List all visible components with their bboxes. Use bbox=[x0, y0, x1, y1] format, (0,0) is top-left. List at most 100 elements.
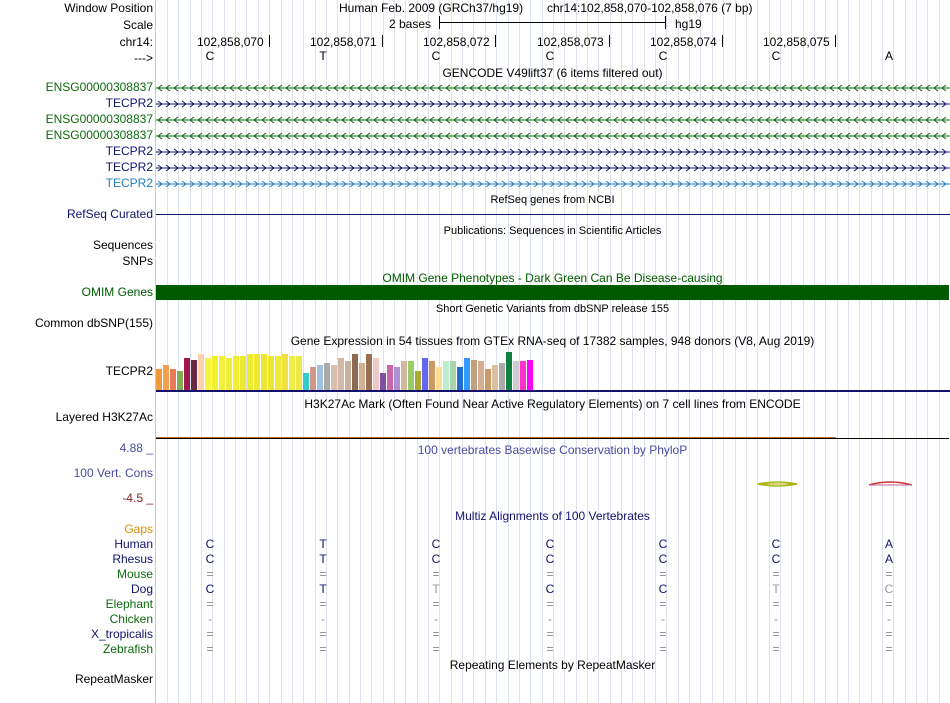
repeatmasker-label[interactable]: RepeatMasker bbox=[74, 672, 153, 686]
gencode-transcript[interactable] bbox=[156, 148, 950, 156]
gtex-tissue-bar[interactable] bbox=[352, 354, 358, 390]
gtex-bar-chart[interactable] bbox=[156, 350, 950, 392]
gtex-tissue-bar[interactable] bbox=[184, 358, 190, 390]
gtex-tissue-bar[interactable] bbox=[324, 363, 330, 390]
gtex-tissue-bar[interactable] bbox=[394, 367, 400, 390]
gtex-tissue-bar[interactable] bbox=[170, 369, 176, 390]
gtex-tissue-bar[interactable] bbox=[212, 356, 218, 390]
gtex-tissue-bar[interactable] bbox=[338, 358, 344, 390]
ruler-tick-label: 102,858,072 bbox=[423, 35, 490, 49]
gencode-track[interactable] bbox=[156, 80, 950, 190]
gtex-tissue-bar[interactable] bbox=[163, 365, 169, 390]
gtex-tissue-bar[interactable] bbox=[191, 360, 197, 390]
cons-label[interactable]: 100 Vert. Cons bbox=[73, 466, 153, 480]
omim-gene-bar[interactable] bbox=[156, 285, 949, 300]
gencode-item-label[interactable]: ENSG00000308837 bbox=[45, 80, 153, 94]
gtex-tissue-bar[interactable] bbox=[219, 356, 225, 390]
gridline bbox=[735, 0, 736, 703]
gencode-transcript[interactable] bbox=[156, 100, 950, 108]
gencode-item-label[interactable]: TECPR2 bbox=[105, 144, 153, 158]
gencode-transcript[interactable] bbox=[156, 180, 950, 188]
gtex-tissue-bar[interactable] bbox=[240, 356, 246, 390]
h3k27ac-label[interactable]: Layered H3K27Ac bbox=[55, 410, 153, 424]
gtex-tissue-bar[interactable] bbox=[359, 363, 365, 390]
gtex-tissue-bar[interactable] bbox=[506, 352, 512, 390]
gtex-tissue-bar[interactable] bbox=[373, 358, 379, 390]
alignment-base: = bbox=[206, 627, 214, 641]
gencode-item-label[interactable]: ENSG00000308837 bbox=[45, 128, 153, 142]
gencode-transcript[interactable] bbox=[156, 132, 950, 140]
alignment-base: C bbox=[431, 537, 441, 551]
gencode-item-label[interactable]: TECPR2 bbox=[105, 176, 153, 190]
alignment-base: = bbox=[772, 567, 780, 581]
gridline bbox=[871, 0, 872, 703]
snps-label[interactable]: SNPs bbox=[122, 254, 153, 268]
gencode-item-label[interactable]: TECPR2 bbox=[105, 96, 153, 110]
gtex-tissue-bar[interactable] bbox=[520, 361, 526, 390]
refseq-gene-line[interactable] bbox=[156, 214, 950, 215]
cons-max-label: 4.88 _ bbox=[119, 441, 153, 455]
gridline bbox=[837, 0, 838, 703]
gtex-tissue-bar[interactable] bbox=[380, 373, 386, 390]
omim-label[interactable]: OMIM Genes bbox=[81, 285, 153, 299]
gtex-tissue-bar[interactable] bbox=[310, 367, 316, 390]
gtex-tissue-bar[interactable] bbox=[233, 356, 239, 390]
gtex-tissue-bar[interactable] bbox=[317, 365, 323, 390]
gencode-item-label[interactable]: ENSG00000308837 bbox=[45, 112, 153, 126]
gtex-tissue-bar[interactable] bbox=[303, 373, 309, 390]
gridline bbox=[803, 0, 804, 703]
alignment-base: T bbox=[319, 582, 327, 596]
gtex-tissue-bar[interactable] bbox=[499, 363, 505, 390]
gtex-tissue-bar[interactable] bbox=[296, 356, 302, 390]
ruler-tick-label: 102,858,071 bbox=[310, 35, 377, 49]
gencode-transcript[interactable] bbox=[156, 84, 950, 92]
gencode-transcript[interactable] bbox=[156, 116, 950, 124]
gtex-tissue-bar[interactable] bbox=[268, 356, 274, 390]
alignment-base: T bbox=[319, 537, 327, 551]
gtex-tissue-bar[interactable] bbox=[408, 361, 414, 390]
gridline bbox=[224, 0, 225, 703]
gtex-tissue-bar[interactable] bbox=[443, 361, 449, 390]
gtex-tissue-bar[interactable] bbox=[198, 354, 204, 390]
gtex-tissue-bar[interactable] bbox=[254, 354, 260, 390]
gtex-tissue-bar[interactable] bbox=[422, 358, 428, 390]
gtex-tissue-bar[interactable] bbox=[289, 356, 295, 390]
gtex-label[interactable]: TECPR2 bbox=[105, 364, 153, 378]
gtex-tissue-bar[interactable] bbox=[205, 358, 211, 390]
gtex-tissue-bar[interactable] bbox=[485, 369, 491, 390]
publications-title: Publications: Sequences in Scientific Ar… bbox=[443, 225, 662, 237]
gtex-tissue-bar[interactable] bbox=[282, 354, 288, 390]
gtex-tissue-bar[interactable] bbox=[527, 360, 533, 390]
gencode-transcript[interactable] bbox=[156, 164, 950, 172]
gtex-tissue-bar[interactable] bbox=[464, 358, 470, 390]
gtex-tissue-bar[interactable] bbox=[261, 354, 267, 390]
gridline bbox=[428, 0, 429, 703]
gencode-item-label[interactable]: TECPR2 bbox=[105, 160, 153, 174]
gtex-tissue-bar[interactable] bbox=[478, 361, 484, 390]
gtex-tissue-bar[interactable] bbox=[226, 358, 232, 390]
gtex-tissue-bar[interactable] bbox=[450, 361, 456, 390]
sequences-label[interactable]: Sequences bbox=[92, 238, 153, 252]
gtex-tissue-bar[interactable] bbox=[331, 365, 337, 390]
gtex-tissue-bar[interactable] bbox=[387, 365, 393, 390]
gtex-tissue-bar[interactable] bbox=[492, 365, 498, 390]
gtex-tissue-bar[interactable] bbox=[436, 367, 442, 390]
gtex-tissue-bar[interactable] bbox=[471, 360, 477, 390]
gtex-tissue-bar[interactable] bbox=[156, 369, 162, 390]
gridline bbox=[746, 0, 747, 703]
gtex-tissue-bar[interactable] bbox=[429, 361, 435, 390]
gtex-tissue-bar[interactable] bbox=[457, 367, 463, 390]
gtex-tissue-bar[interactable] bbox=[415, 371, 421, 390]
gtex-tissue-bar[interactable] bbox=[401, 361, 407, 390]
cons-min-label: -4.5 _ bbox=[122, 491, 153, 505]
gtex-tissue-bar[interactable] bbox=[513, 361, 519, 390]
alignment-base: = bbox=[319, 642, 327, 656]
gtex-tissue-bar[interactable] bbox=[275, 356, 281, 390]
refseq-label[interactable]: RefSeq Curated bbox=[66, 207, 153, 221]
gtex-tissue-bar[interactable] bbox=[177, 371, 183, 390]
dbsnp-label[interactable]: Common dbSNP(155) bbox=[34, 316, 153, 330]
gtex-tissue-bar[interactable] bbox=[247, 354, 253, 390]
gtex-tissue-bar[interactable] bbox=[366, 354, 372, 390]
gtex-tissue-bar[interactable] bbox=[345, 361, 351, 390]
alignment-base: - bbox=[208, 612, 212, 626]
